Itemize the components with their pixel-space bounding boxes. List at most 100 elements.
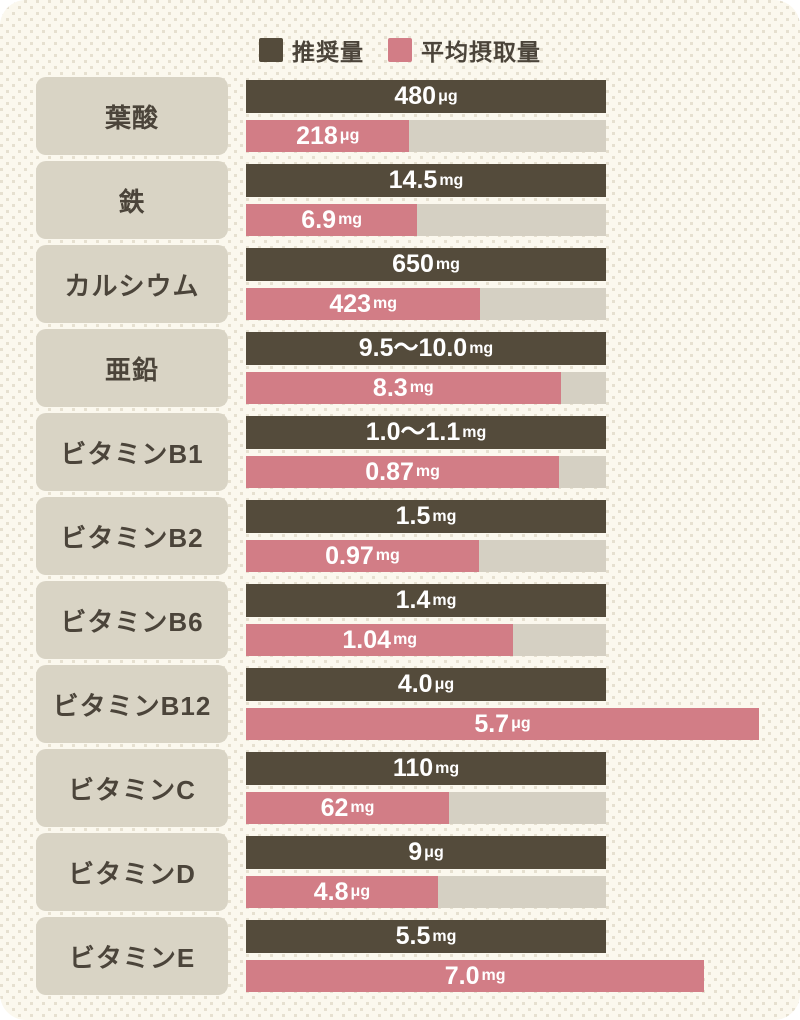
intake-bar: 423 mg xyxy=(246,288,481,320)
nutrient-label: 葉酸 xyxy=(104,102,159,133)
recommended-unit: mg xyxy=(432,507,457,525)
intake-value: 62 xyxy=(320,793,349,822)
intake-unit: mg xyxy=(409,379,434,396)
nutrient-label: ビタミンB1 xyxy=(60,438,204,469)
intake-unit: mg xyxy=(481,967,506,984)
recommended-value: 9.5〜10.0 xyxy=(358,334,468,362)
intake-bar: 0.97 mg xyxy=(246,540,479,572)
intake-bar-track: 423 mg xyxy=(246,288,606,320)
nutrient-rows: 葉酸 480 μg 218 μg 鉄 xyxy=(0,77,800,995)
intake-bar: 7.0 mg xyxy=(246,960,705,992)
nutrient-label-box: カルシウム xyxy=(36,245,228,323)
recommended-value: 1.5 xyxy=(395,502,431,530)
nutrient-row: カルシウム 650 mg 423 mg xyxy=(36,245,800,323)
nutrient-label: ビタミンD xyxy=(68,858,196,889)
recommended-value: 9 xyxy=(408,838,423,866)
nutrient-label-box: ビタミンD xyxy=(36,833,228,911)
nutrient-bars: 5.5 mg 7.0 mg xyxy=(246,917,766,995)
legend-item-intake: 平均摂取量 xyxy=(388,33,541,67)
intake-bar: 1.04 mg xyxy=(246,624,514,656)
intake-unit: mg xyxy=(338,211,363,228)
nutrient-label-box: 鉄 xyxy=(36,161,228,239)
intake-unit: mg xyxy=(373,295,398,312)
nutrient-row: ビタミンB6 1.4 mg 1.04 mg xyxy=(36,581,800,659)
intake-unit: mg xyxy=(393,631,418,648)
intake-value: 5.7 xyxy=(474,709,510,738)
nutrient-bars: 4.0 μg 5.7 μg xyxy=(246,665,766,743)
nutrient-label-box: 葉酸 xyxy=(36,77,228,155)
nutrient-row: ビタミンE 5.5 mg 7.0 mg xyxy=(36,917,800,995)
intake-value: 6.9 xyxy=(301,205,337,234)
recommended-bar: 1.0〜1.1 mg xyxy=(246,416,606,449)
recommended-bar: 9.5〜10.0 mg xyxy=(246,332,606,365)
nutrient-label-box: ビタミンE xyxy=(36,917,228,995)
nutrient-bars: 9.5〜10.0 mg 8.3 mg xyxy=(246,329,766,407)
intake-bar-track: 0.97 mg xyxy=(246,540,606,572)
intake-bar: 8.3 mg xyxy=(246,372,561,404)
nutrient-label: 鉄 xyxy=(118,186,146,217)
recommended-value: 1.0〜1.1 xyxy=(365,418,461,446)
recommended-unit: mg xyxy=(435,759,460,777)
nutrient-label: ビタミンE xyxy=(68,942,196,973)
intake-bar: 218 μg xyxy=(246,120,410,152)
nutrient-row: ビタミンB1 1.0〜1.1 mg 0.87 mg xyxy=(36,413,800,491)
recommended-unit: mg xyxy=(462,423,487,441)
intake-unit: μg xyxy=(339,127,360,144)
recommended-bar: 480 μg xyxy=(246,80,606,113)
intake-unit: mg xyxy=(350,799,375,816)
nutrient-label-box: ビタミンB12 xyxy=(36,665,228,743)
nutrient-label: ビタミンB12 xyxy=(52,690,212,721)
intake-value: 4.8 xyxy=(313,877,349,906)
intake-legend-label: 平均摂取量 xyxy=(421,38,541,65)
nutrient-label-box: 亜鉛 xyxy=(36,329,228,407)
intake-bar: 0.87 mg xyxy=(246,456,560,488)
nutrient-row: ビタミンB12 4.0 μg 5.7 μg xyxy=(36,665,800,743)
nutrient-bars: 650 mg 423 mg xyxy=(246,245,766,323)
recommended-unit: mg xyxy=(432,927,457,945)
intake-unit: mg xyxy=(375,547,400,564)
intake-bar-track: 5.7 μg xyxy=(246,708,759,740)
nutrient-label-box: ビタミンB2 xyxy=(36,497,228,575)
nutrient-row: ビタミンC 110 mg 62 mg xyxy=(36,749,800,827)
recommended-bar: 1.4 mg xyxy=(246,584,606,617)
recommended-value: 14.5 xyxy=(388,166,438,194)
legend-item-recommended: 推奨量 xyxy=(259,33,364,67)
recommended-unit: μg xyxy=(438,87,458,105)
intake-unit: μg xyxy=(511,715,531,732)
intake-bar-track: 7.0 mg xyxy=(246,960,705,992)
nutrient-bars: 110 mg 62 mg xyxy=(246,749,766,827)
nutrient-row: ビタミンD 9 μg 4.8 μg xyxy=(36,833,800,911)
nutrient-bars: 480 μg 218 μg xyxy=(246,77,766,155)
recommended-unit: μg xyxy=(434,675,455,693)
intake-bar: 6.9 mg xyxy=(246,204,418,236)
recommended-unit: mg xyxy=(435,255,460,273)
intake-value: 1.04 xyxy=(342,625,392,654)
intake-bar-track: 4.8 μg xyxy=(246,876,606,908)
intake-value: 218 xyxy=(296,121,338,150)
nutrient-bars: 1.4 mg 1.04 mg xyxy=(246,581,766,659)
intake-bar: 62 mg xyxy=(246,792,450,824)
nutrient-label: ビタミンB2 xyxy=(60,522,204,553)
intake-value: 7.0 xyxy=(444,961,480,990)
intake-bar-track: 62 mg xyxy=(246,792,606,824)
nutrient-label: ビタミンB6 xyxy=(60,606,204,637)
nutrient-row: 鉄 14.5 mg 6.9 mg xyxy=(36,161,800,239)
intake-value: 0.87 xyxy=(365,457,414,486)
recommended-legend-label: 推奨量 xyxy=(292,38,364,65)
nutrient-row: 葉酸 480 μg 218 μg xyxy=(36,77,800,155)
nutrient-label-box: ビタミンB6 xyxy=(36,581,228,659)
intake-bar-track: 218 μg xyxy=(246,120,606,152)
nutrient-bars: 14.5 mg 6.9 mg xyxy=(246,161,766,239)
recommended-value: 480 xyxy=(394,82,437,110)
nutrient-label: 亜鉛 xyxy=(104,354,159,385)
nutrient-bars: 1.5 mg 0.97 mg xyxy=(246,497,766,575)
recommended-value: 110 xyxy=(392,754,434,782)
nutrient-label-box: ビタミンB1 xyxy=(36,413,228,491)
intake-unit: μg xyxy=(350,883,371,900)
recommended-bar: 5.5 mg xyxy=(246,920,606,953)
intake-bar: 5.7 μg xyxy=(246,708,759,740)
nutrient-row: 亜鉛 9.5〜10.0 mg 8.3 mg xyxy=(36,329,800,407)
nutrient-bars: 9 μg 4.8 μg xyxy=(246,833,766,911)
recommended-unit: mg xyxy=(439,171,464,189)
